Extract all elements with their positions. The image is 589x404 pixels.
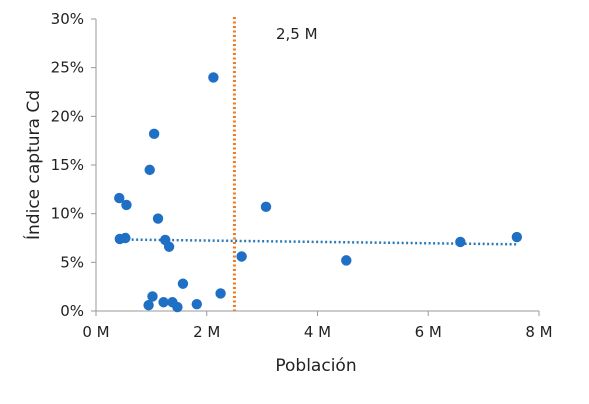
data-point [152, 213, 164, 224]
trendline [118, 238, 517, 246]
x-tick-labels: 0 M 2 M 4 M 6 M 8 M [82, 323, 552, 341]
data-point [455, 236, 466, 248]
y-tick-label: 25% [51, 59, 84, 77]
data-point [114, 192, 125, 204]
y-tick-label: 0% [60, 302, 84, 320]
reference-line-label: 2,5 M [276, 25, 318, 43]
data-point [177, 278, 189, 289]
data-point [215, 288, 226, 299]
trendline-group [118, 238, 517, 246]
data-point [147, 291, 158, 302]
data-point [172, 301, 183, 313]
data-point [260, 201, 272, 213]
data-point [163, 241, 175, 252]
data-point [144, 164, 155, 176]
y-tick-label: 5% [60, 253, 84, 271]
x-tick-label: 8 M [525, 323, 552, 341]
data-point [148, 128, 160, 140]
x-axis-title: Población [275, 356, 356, 376]
data-points [114, 72, 523, 313]
data-point [143, 299, 154, 311]
y-axis-title: Índice captura Cd [22, 90, 44, 240]
data-point [208, 72, 219, 83]
x-tick-label: 6 M [415, 323, 442, 341]
data-point [341, 255, 352, 266]
y-tick-label: 20% [51, 107, 84, 125]
data-point [121, 199, 132, 211]
data-point [120, 232, 131, 244]
data-point [158, 297, 169, 308]
x-tick-label: 4 M [304, 323, 331, 341]
y-tick-label: 30% [51, 10, 84, 28]
data-point [191, 298, 202, 310]
data-point [511, 231, 523, 243]
y-tick-label: 15% [51, 156, 84, 174]
y-tick-label: 10% [51, 205, 84, 223]
x-tick-label: 2 M [193, 323, 220, 341]
axes [91, 18, 540, 316]
y-tick-labels: 0% 5% 10% 15% 20% 25% 30% [51, 10, 84, 320]
x-tick-label: 0 M [82, 323, 109, 341]
data-point [236, 251, 247, 262]
